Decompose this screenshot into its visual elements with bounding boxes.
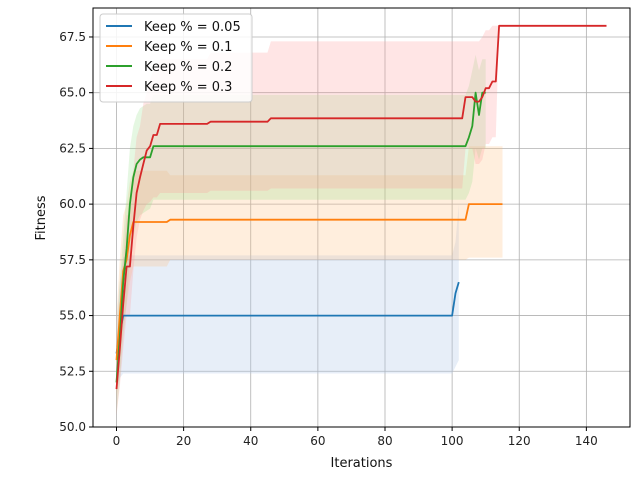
y-tick-label: 50.0 [59,420,86,434]
x-axis-title: Iterations [331,456,393,471]
legend-label-1: Keep % = 0.05 [144,20,241,35]
x-tick-label: 20 [176,434,191,448]
series-line-3 [115,91,486,383]
series-band-1 [116,204,459,392]
x-tick-label: 0 [113,434,121,448]
x-tick-label: 40 [243,434,258,448]
x-tick-label: 60 [310,434,325,448]
series-band-4 [116,25,607,416]
series-line-4 [115,24,607,390]
legend-label-3: Keep % = 0.2 [144,60,232,75]
legend-label-2: Keep % = 0.1 [144,40,232,55]
y-tick-label: 67.5 [59,30,86,44]
series-band-3 [116,54,486,414]
y-tick-label: 55.0 [59,309,86,323]
y-axis-title: Fitness [34,195,49,240]
x-axis-ticks: 0 20 40 60 80 100 120 140 [113,427,598,448]
y-tick-label: 57.5 [59,253,86,267]
series-lines [115,24,607,390]
confidence-bands [116,25,607,416]
y-tick-label: 65.0 [59,86,86,100]
x-tick-label: 120 [508,434,531,448]
x-tick-label: 140 [575,434,598,448]
legend-label-4: Keep % = 0.3 [144,80,232,95]
legend-box [99,13,253,103]
x-tick-label: 100 [441,434,464,448]
y-tick-label: 62.5 [59,141,86,155]
y-tick-label: 52.5 [59,364,86,378]
x-tick-label: 80 [377,434,392,448]
series-band-2 [116,146,503,398]
y-axis-ticks: 50.0 52.5 55.0 57.5 60.0 62.5 65.0 67.5 [59,30,93,434]
y-tick-label: 60.0 [59,197,86,211]
legend: Keep % = 0.05 Keep % = 0.1 Keep % = 0.2 Kee… [99,13,253,103]
plot-frame [92,7,631,428]
